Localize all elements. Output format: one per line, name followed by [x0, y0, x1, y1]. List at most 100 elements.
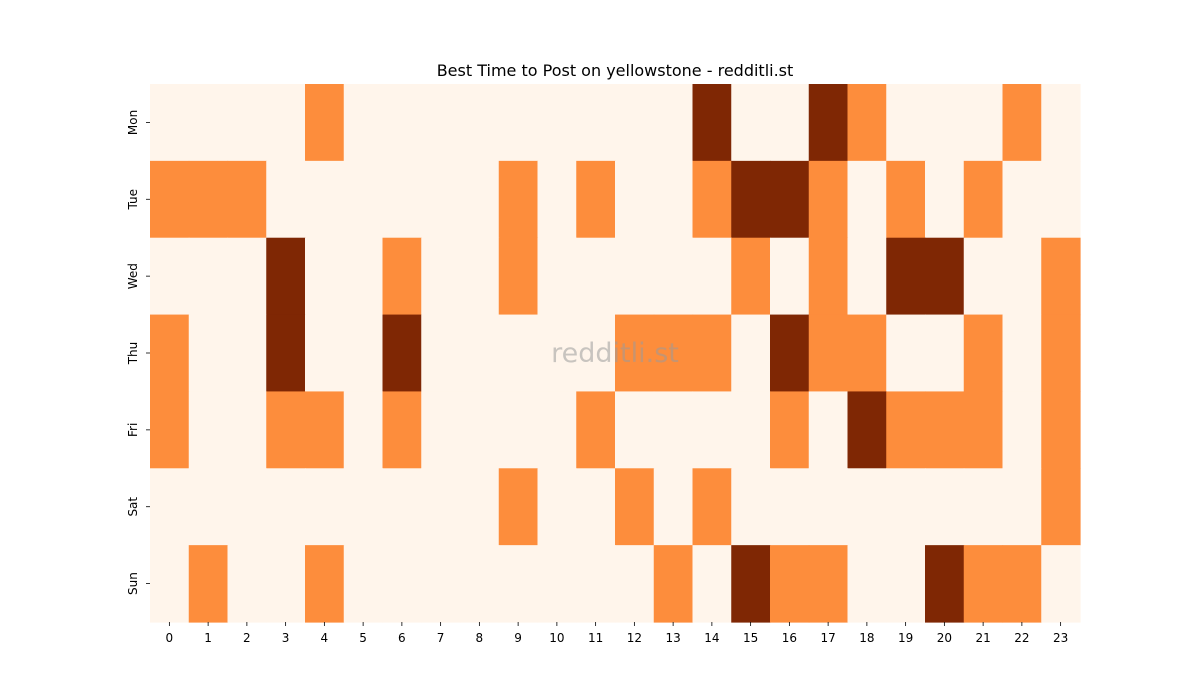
chart-title: Best Time to Post on yellowstone - reddi…	[437, 61, 794, 80]
heatmap-cell-fri-13	[653, 391, 694, 469]
heatmap-cell-wed-23	[1041, 237, 1081, 316]
heatmap-cell-sun-12	[615, 545, 655, 623]
heatmap-cell-tue-7	[421, 160, 461, 239]
heatmap-cell-tue-1	[188, 160, 229, 239]
heatmap-cell-thu-21	[963, 314, 1004, 393]
heatmap-cell-sat-18	[847, 468, 887, 546]
y-tick-label: Wed	[126, 263, 140, 289]
heatmap-cell-fri-9	[498, 391, 539, 469]
heatmap-cell-mon-8	[460, 84, 500, 162]
heatmap-cell-thu-19	[886, 314, 926, 393]
x-tick-label: 21	[975, 631, 990, 645]
heatmap-cell-sat-21	[963, 468, 1004, 546]
heatmap-cell-fri-14	[692, 391, 732, 469]
heatmap-cell-fri-16	[770, 391, 810, 469]
heatmap-cell-sat-1	[188, 468, 229, 546]
heatmap-cell-sun-10	[537, 545, 577, 623]
heatmap-cell-thu-1	[188, 314, 229, 393]
heatmap-cell-wed-7	[421, 237, 461, 316]
heatmap-cell-mon-13	[653, 84, 694, 162]
heatmap-cell-fri-19	[886, 391, 926, 469]
heatmap-cell-sat-17	[808, 468, 849, 546]
heatmap-cell-thu-17	[808, 314, 849, 393]
heatmap-cell-sun-18	[847, 545, 887, 623]
heatmap-cell-thu-12	[615, 314, 655, 393]
heatmap-cell-wed-0	[150, 237, 190, 316]
heatmap-cell-fri-17	[808, 391, 849, 469]
heatmap-cell-wed-16	[770, 237, 810, 316]
x-tick-label: 11	[588, 631, 603, 645]
heatmap-cell-sat-12	[615, 468, 655, 546]
heatmap-cell-mon-10	[537, 84, 577, 162]
heatmap-cell-wed-8	[460, 237, 500, 316]
heatmap-cell-mon-19	[886, 84, 926, 162]
heatmap-cell-sat-2	[227, 468, 267, 546]
heatmap-cell-sat-23	[1041, 468, 1081, 546]
heatmap-cell-tue-14	[692, 160, 732, 239]
heatmap-cell-sat-6	[382, 468, 422, 546]
heatmap-cell-tue-16	[770, 160, 810, 239]
heatmap-cell-tue-23	[1041, 160, 1081, 239]
heatmap-cell-fri-12	[615, 391, 655, 469]
heatmap-cell-mon-22	[1002, 84, 1042, 162]
heatmap-cell-sat-4	[305, 468, 345, 546]
heatmap-cell-mon-23	[1041, 84, 1081, 162]
x-tick-label: 8	[476, 631, 484, 645]
heatmap-cell-sun-14	[692, 545, 732, 623]
heatmap-cell-sun-0	[150, 545, 190, 623]
heatmap-cell-fri-21	[963, 391, 1004, 469]
heatmap-cell-tue-15	[731, 160, 771, 239]
heatmap-cell-thu-7	[421, 314, 461, 393]
heatmap-cell-fri-8	[460, 391, 500, 469]
heatmap-cell-mon-6	[382, 84, 422, 162]
x-tick-label: 3	[282, 631, 290, 645]
y-tick-label: Fri	[126, 423, 140, 437]
heatmap-cell-fri-1	[188, 391, 229, 469]
heatmap-cell-mon-21	[963, 84, 1004, 162]
heatmap-cell-sat-20	[925, 468, 965, 546]
heatmap-cell-sat-11	[576, 468, 616, 546]
heatmap-cell-thu-22	[1002, 314, 1042, 393]
heatmap-cell-thu-0	[150, 314, 190, 393]
heatmap-cell-mon-5	[343, 84, 384, 162]
heatmap-cell-fri-22	[1002, 391, 1042, 469]
heatmap-cell-wed-17	[808, 237, 849, 316]
heatmap-cell-wed-12	[615, 237, 655, 316]
heatmap-cell-tue-6	[382, 160, 422, 239]
heatmap-cell-wed-3	[266, 237, 306, 316]
heatmap-cell-mon-1	[188, 84, 229, 162]
heatmap-cell-thu-14	[692, 314, 732, 393]
y-tick-label: Thu	[126, 342, 140, 366]
heatmap-cell-mon-15	[731, 84, 771, 162]
heatmap-cell-tue-10	[537, 160, 577, 239]
x-tick-label: 9	[514, 631, 522, 645]
x-tick-label: 5	[359, 631, 367, 645]
heatmap-cell-mon-2	[227, 84, 267, 162]
heatmap-cell-wed-2	[227, 237, 267, 316]
heatmap-cell-mon-17	[808, 84, 849, 162]
heatmap-cell-fri-15	[731, 391, 771, 469]
heatmap-cell-tue-8	[460, 160, 500, 239]
heatmap-cell-fri-20	[925, 391, 965, 469]
heatmap-cell-mon-14	[692, 84, 732, 162]
heatmap-cell-sat-22	[1002, 468, 1042, 546]
heatmap-cell-sun-6	[382, 545, 422, 623]
heatmap-cell-tue-11	[576, 160, 616, 239]
heatmap-cell-thu-13	[653, 314, 694, 393]
x-tick-label: 18	[859, 631, 874, 645]
heatmap-cell-sun-8	[460, 545, 500, 623]
heatmap-cell-thu-4	[305, 314, 345, 393]
y-tick-label: Mon	[126, 110, 140, 135]
heatmap-cell-thu-9	[498, 314, 539, 393]
x-tick-label: 10	[549, 631, 564, 645]
heatmap-cell-mon-3	[266, 84, 306, 162]
x-tick-label: 12	[627, 631, 642, 645]
heatmap-cell-sat-8	[460, 468, 500, 546]
heatmap-cell-fri-10	[537, 391, 577, 469]
heatmap-cell-sun-1	[188, 545, 229, 623]
heatmap-cell-thu-15	[731, 314, 771, 393]
heatmap-cell-sun-15	[731, 545, 771, 623]
x-tick-label: 4	[321, 631, 329, 645]
heatmap-cell-tue-5	[343, 160, 384, 239]
